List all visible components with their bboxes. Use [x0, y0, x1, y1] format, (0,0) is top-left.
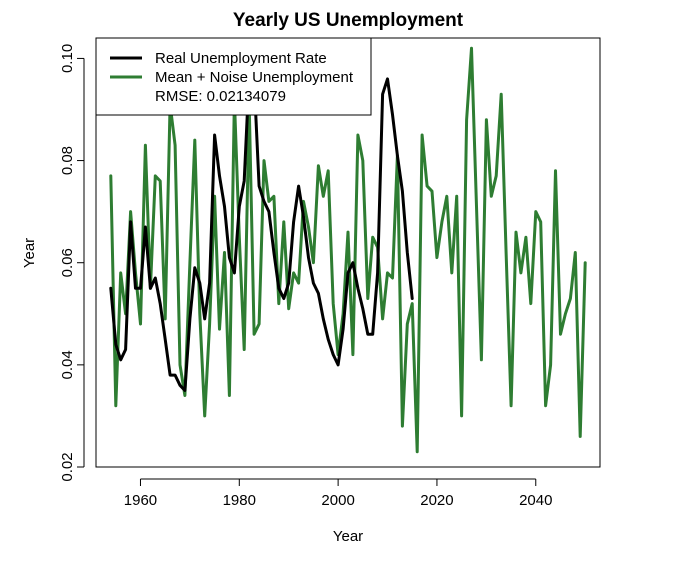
- series-line-real: [109, 72, 414, 392]
- lines-layer: [109, 46, 587, 454]
- x-tick-label: 1980: [223, 492, 256, 509]
- x-tick-label: 2000: [321, 492, 354, 509]
- y-tick-label: 0.06: [59, 248, 76, 277]
- x-tick-label: 1960: [124, 492, 157, 509]
- y-axis: 0.02 0.04 0.06 0.08 0.10: [59, 44, 85, 482]
- legend-label-noise: Mean + Noise Unemployment: [155, 69, 354, 86]
- y-tick-label: 0.08: [59, 146, 76, 175]
- y-tick-label: 0.04: [59, 350, 76, 379]
- x-axis: 1960 1980 2000 2020 2040: [124, 478, 552, 509]
- chart-title: Yearly US Unemployment: [233, 10, 464, 31]
- series-line-noise: [109, 46, 587, 454]
- y-tick-label: 0.10: [59, 44, 76, 73]
- legend-rmse: RMSE: 0.02134079: [155, 88, 286, 105]
- y-tick-label: 0.02: [59, 452, 76, 481]
- y-axis-title: Year: [21, 238, 38, 268]
- legend-label-real: Real Unemployment Rate: [155, 50, 327, 67]
- x-tick-label: 2040: [519, 492, 552, 509]
- legend: Real Unemployment Rate Mean + Noise Unem…: [95, 37, 372, 116]
- x-axis-title: Year: [333, 528, 363, 545]
- x-tick-label: 2020: [420, 492, 453, 509]
